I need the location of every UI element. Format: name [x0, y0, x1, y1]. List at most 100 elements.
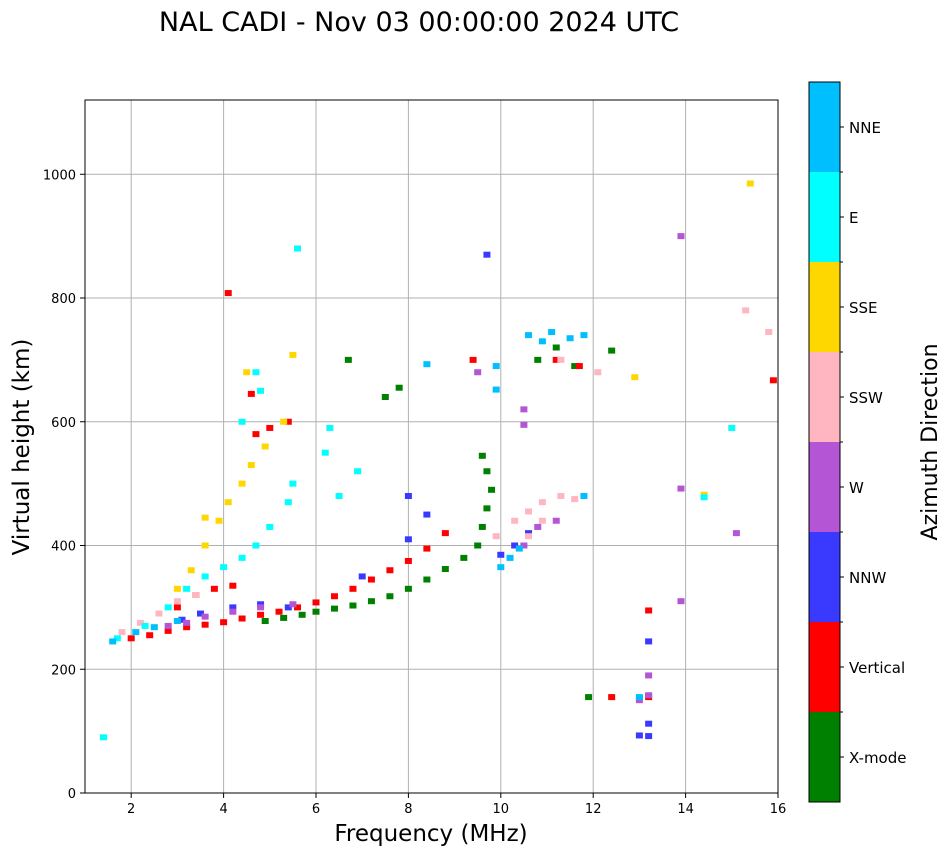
- data-point-nnw: [645, 733, 653, 740]
- data-point-vertical: [294, 604, 302, 611]
- data-point-e: [252, 542, 260, 549]
- data-point-ssw: [525, 533, 533, 540]
- colorbar-tick-label: W: [849, 479, 864, 497]
- data-point-sse: [631, 374, 639, 381]
- y-tick-label: 800: [51, 292, 76, 307]
- data-point-ssw: [557, 493, 565, 499]
- data-point-nne: [515, 545, 523, 552]
- x-axis-ticks: 2 4 6 8 10 12 14 16: [127, 793, 786, 817]
- data-point-x-mode: [483, 505, 491, 512]
- data-point-nne: [548, 329, 556, 336]
- data-point-w: [520, 421, 528, 428]
- data-point-vertical: [441, 530, 449, 537]
- colorbar-segment: [809, 82, 840, 172]
- data-point-vertical: [769, 377, 777, 384]
- data-point-sse: [243, 369, 251, 376]
- data-point-nnw: [404, 536, 412, 543]
- x-tick-label: 4: [219, 802, 227, 817]
- data-point-vertical: [312, 599, 320, 606]
- data-point-w: [183, 619, 191, 626]
- data-point-vertical: [252, 431, 260, 438]
- data-point-ssw: [192, 592, 200, 598]
- colorbar-segment: [809, 712, 840, 802]
- data-point-nne: [506, 554, 514, 561]
- data-point-w: [677, 598, 685, 605]
- y-tick-label: 400: [51, 540, 76, 555]
- data-point-vertical: [386, 567, 394, 574]
- data-point-x-mode: [441, 566, 449, 573]
- y-tick-label: 1000: [43, 168, 76, 183]
- data-point-w: [201, 613, 209, 620]
- data-point-e: [284, 499, 292, 506]
- data-point-w: [677, 485, 685, 492]
- data-point-e: [164, 604, 172, 611]
- x-axis-label: Frequency (MHz): [334, 821, 527, 847]
- data-point-w: [635, 697, 643, 704]
- data-point-nnw: [404, 493, 412, 499]
- colorbar-segment: [809, 622, 840, 712]
- data-point-nnw: [358, 573, 366, 580]
- data-point-nne: [132, 629, 140, 636]
- data-point-vertical: [183, 624, 191, 631]
- data-point-vertical: [469, 356, 477, 363]
- data-point-w: [474, 369, 482, 376]
- data-point-e: [700, 494, 708, 501]
- data-point-w: [164, 622, 172, 629]
- data-point-vertical: [164, 627, 172, 634]
- data-point-nne: [635, 694, 643, 701]
- data-point-x-mode: [460, 554, 468, 561]
- chart-title: NAL CADI - Nov 03 00:00:00 2024 UTC: [159, 7, 679, 38]
- data-point-nne: [492, 386, 500, 393]
- colorbar-tick-label: NNW: [849, 569, 886, 587]
- y-tick-label: 0: [68, 787, 76, 802]
- data-point-x-mode: [312, 608, 320, 615]
- data-point-nne: [492, 363, 500, 370]
- data-point-w: [289, 601, 297, 608]
- data-point-e: [294, 245, 302, 252]
- data-point-sse: [173, 585, 181, 592]
- data-point-nnw: [511, 542, 519, 549]
- data-point-w: [645, 672, 653, 679]
- data-point-e: [321, 449, 329, 456]
- grid-lines: [85, 100, 779, 794]
- data-point-e: [257, 387, 265, 394]
- data-point-e: [728, 424, 736, 431]
- data-point-e: [113, 635, 121, 642]
- data-point-ssw: [538, 499, 546, 506]
- data-point-nne: [497, 564, 505, 571]
- data-point-sse: [238, 480, 246, 487]
- data-point-nnw: [497, 551, 505, 558]
- data-point-w: [552, 517, 560, 524]
- data-point-ssw: [594, 369, 602, 376]
- data-point-vertical: [229, 582, 237, 589]
- data-point-nne: [566, 335, 574, 342]
- data-points: [99, 180, 777, 741]
- colorbar-segment: [809, 352, 840, 442]
- data-point-ssw: [571, 496, 579, 503]
- data-point-vertical: [146, 632, 154, 639]
- colorbar-segment: [809, 442, 840, 532]
- data-point-sse: [289, 351, 297, 358]
- data-point-nnw: [197, 610, 204, 617]
- data-point-sse: [215, 517, 223, 524]
- data-point-nnw: [525, 530, 533, 537]
- data-point-e: [266, 523, 274, 530]
- data-point-x-mode: [280, 614, 288, 621]
- data-point-sse: [280, 418, 288, 425]
- data-point-vertical: [247, 390, 255, 397]
- data-point-e: [335, 493, 343, 499]
- data-point-nnw: [645, 720, 653, 727]
- data-point-nnw: [423, 511, 431, 518]
- colorbar-segment: [809, 532, 840, 622]
- y-tick-label: 600: [51, 416, 76, 431]
- data-point-vertical: [224, 290, 232, 297]
- data-point-sse: [201, 514, 209, 521]
- data-point-e: [354, 468, 362, 475]
- data-point-e: [289, 480, 297, 487]
- y-axis-ticks: 0 200 400 600 800 1000: [43, 168, 85, 802]
- colorbar-frame: [808, 81, 841, 803]
- x-tick-label: 12: [585, 802, 602, 817]
- data-point-nnw: [483, 251, 491, 258]
- data-point-w: [534, 523, 542, 530]
